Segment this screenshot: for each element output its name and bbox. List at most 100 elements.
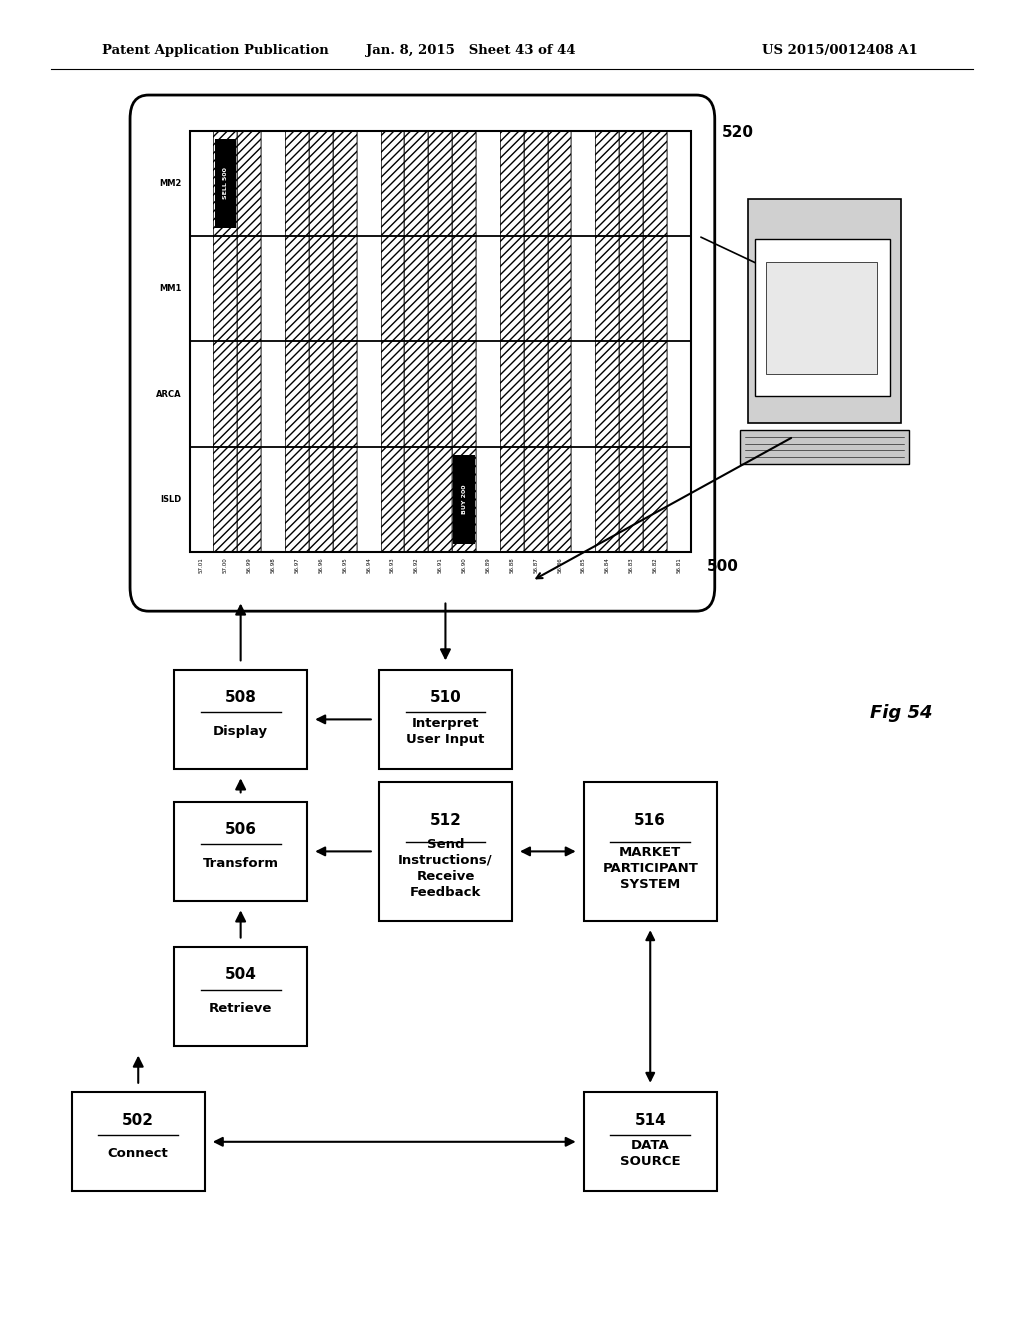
Bar (189, 131, 213, 236)
Text: 56.84: 56.84 (605, 557, 610, 573)
Text: 500: 500 (707, 560, 738, 574)
Bar (189, 236, 213, 342)
Bar (523, 236, 548, 342)
Bar (643, 131, 667, 236)
Bar (643, 446, 667, 552)
Bar (548, 131, 571, 236)
Text: 56.82: 56.82 (652, 557, 657, 573)
Bar (667, 131, 691, 236)
Text: Connect: Connect (108, 1147, 169, 1160)
FancyBboxPatch shape (130, 95, 715, 611)
Bar (571, 131, 595, 236)
Bar (453, 446, 476, 552)
Bar (620, 446, 643, 552)
Text: Transform: Transform (203, 857, 279, 870)
Bar (643, 342, 667, 446)
Text: Send
Instructions/
Receive
Feedback: Send Instructions/ Receive Feedback (398, 837, 493, 899)
Text: 56.83: 56.83 (629, 557, 634, 573)
Text: SELL 500: SELL 500 (223, 168, 228, 199)
Bar (356, 236, 381, 342)
Bar (404, 342, 428, 446)
Bar (189, 342, 213, 446)
Bar (643, 236, 667, 342)
Bar (381, 236, 404, 342)
Bar (333, 236, 356, 342)
Bar (238, 446, 261, 552)
Text: Display: Display (213, 725, 268, 738)
Bar (189, 236, 213, 342)
Text: 510: 510 (429, 690, 462, 705)
Bar (548, 342, 571, 446)
Bar (548, 236, 571, 342)
Bar (428, 131, 453, 236)
Bar (595, 131, 620, 236)
Bar (548, 446, 571, 552)
Text: US 2015/0012408 A1: US 2015/0012408 A1 (762, 44, 918, 57)
Bar (238, 236, 261, 342)
Bar (571, 131, 595, 236)
FancyBboxPatch shape (379, 671, 512, 768)
Bar (523, 342, 548, 446)
FancyBboxPatch shape (584, 1093, 717, 1191)
Bar (476, 236, 500, 342)
Bar (189, 131, 691, 552)
Bar (213, 342, 238, 446)
Text: 56.87: 56.87 (534, 557, 539, 573)
Bar (215, 139, 237, 227)
Bar (571, 446, 595, 552)
Bar (667, 342, 691, 446)
Bar (189, 131, 213, 236)
Bar (523, 446, 548, 552)
Text: Jan. 8, 2015   Sheet 43 of 44: Jan. 8, 2015 Sheet 43 of 44 (367, 44, 575, 57)
Bar (261, 236, 285, 342)
Bar (571, 342, 595, 446)
Bar (500, 131, 523, 236)
Text: 516: 516 (634, 813, 667, 829)
Bar (523, 131, 548, 236)
Bar (238, 342, 261, 446)
Text: 56.96: 56.96 (318, 557, 324, 573)
Bar (748, 199, 901, 424)
Bar (309, 236, 333, 342)
Bar (356, 446, 381, 552)
Bar (381, 342, 404, 446)
Bar (595, 236, 620, 342)
FancyBboxPatch shape (72, 1093, 205, 1191)
Bar (404, 236, 428, 342)
Bar (620, 236, 643, 342)
Text: Retrieve: Retrieve (209, 1002, 272, 1015)
FancyBboxPatch shape (174, 801, 307, 900)
Bar (500, 446, 523, 552)
FancyBboxPatch shape (584, 781, 717, 921)
Bar (476, 446, 500, 552)
Bar (476, 131, 500, 236)
Bar (428, 446, 453, 552)
Bar (428, 342, 453, 446)
Bar (189, 446, 213, 552)
Bar (285, 131, 309, 236)
Text: 56.85: 56.85 (581, 557, 586, 573)
Bar (453, 236, 476, 342)
Bar (453, 131, 476, 236)
Bar (309, 342, 333, 446)
Text: 56.88: 56.88 (509, 557, 514, 573)
Bar (404, 131, 428, 236)
Text: 56.81: 56.81 (677, 557, 681, 573)
Text: 56.97: 56.97 (295, 557, 299, 573)
Bar (285, 446, 309, 552)
Text: 56.89: 56.89 (485, 557, 490, 573)
Text: 56.91: 56.91 (437, 557, 442, 573)
Bar (476, 131, 500, 236)
Bar (333, 342, 356, 446)
Bar (381, 446, 404, 552)
FancyBboxPatch shape (379, 781, 512, 921)
Text: 504: 504 (224, 968, 257, 982)
Bar (476, 236, 500, 342)
Text: 506: 506 (224, 822, 257, 837)
Bar (500, 236, 523, 342)
Text: 56.94: 56.94 (367, 557, 371, 573)
Text: 508: 508 (224, 690, 257, 705)
Bar (285, 342, 309, 446)
Bar (189, 342, 213, 446)
Bar (213, 131, 238, 236)
